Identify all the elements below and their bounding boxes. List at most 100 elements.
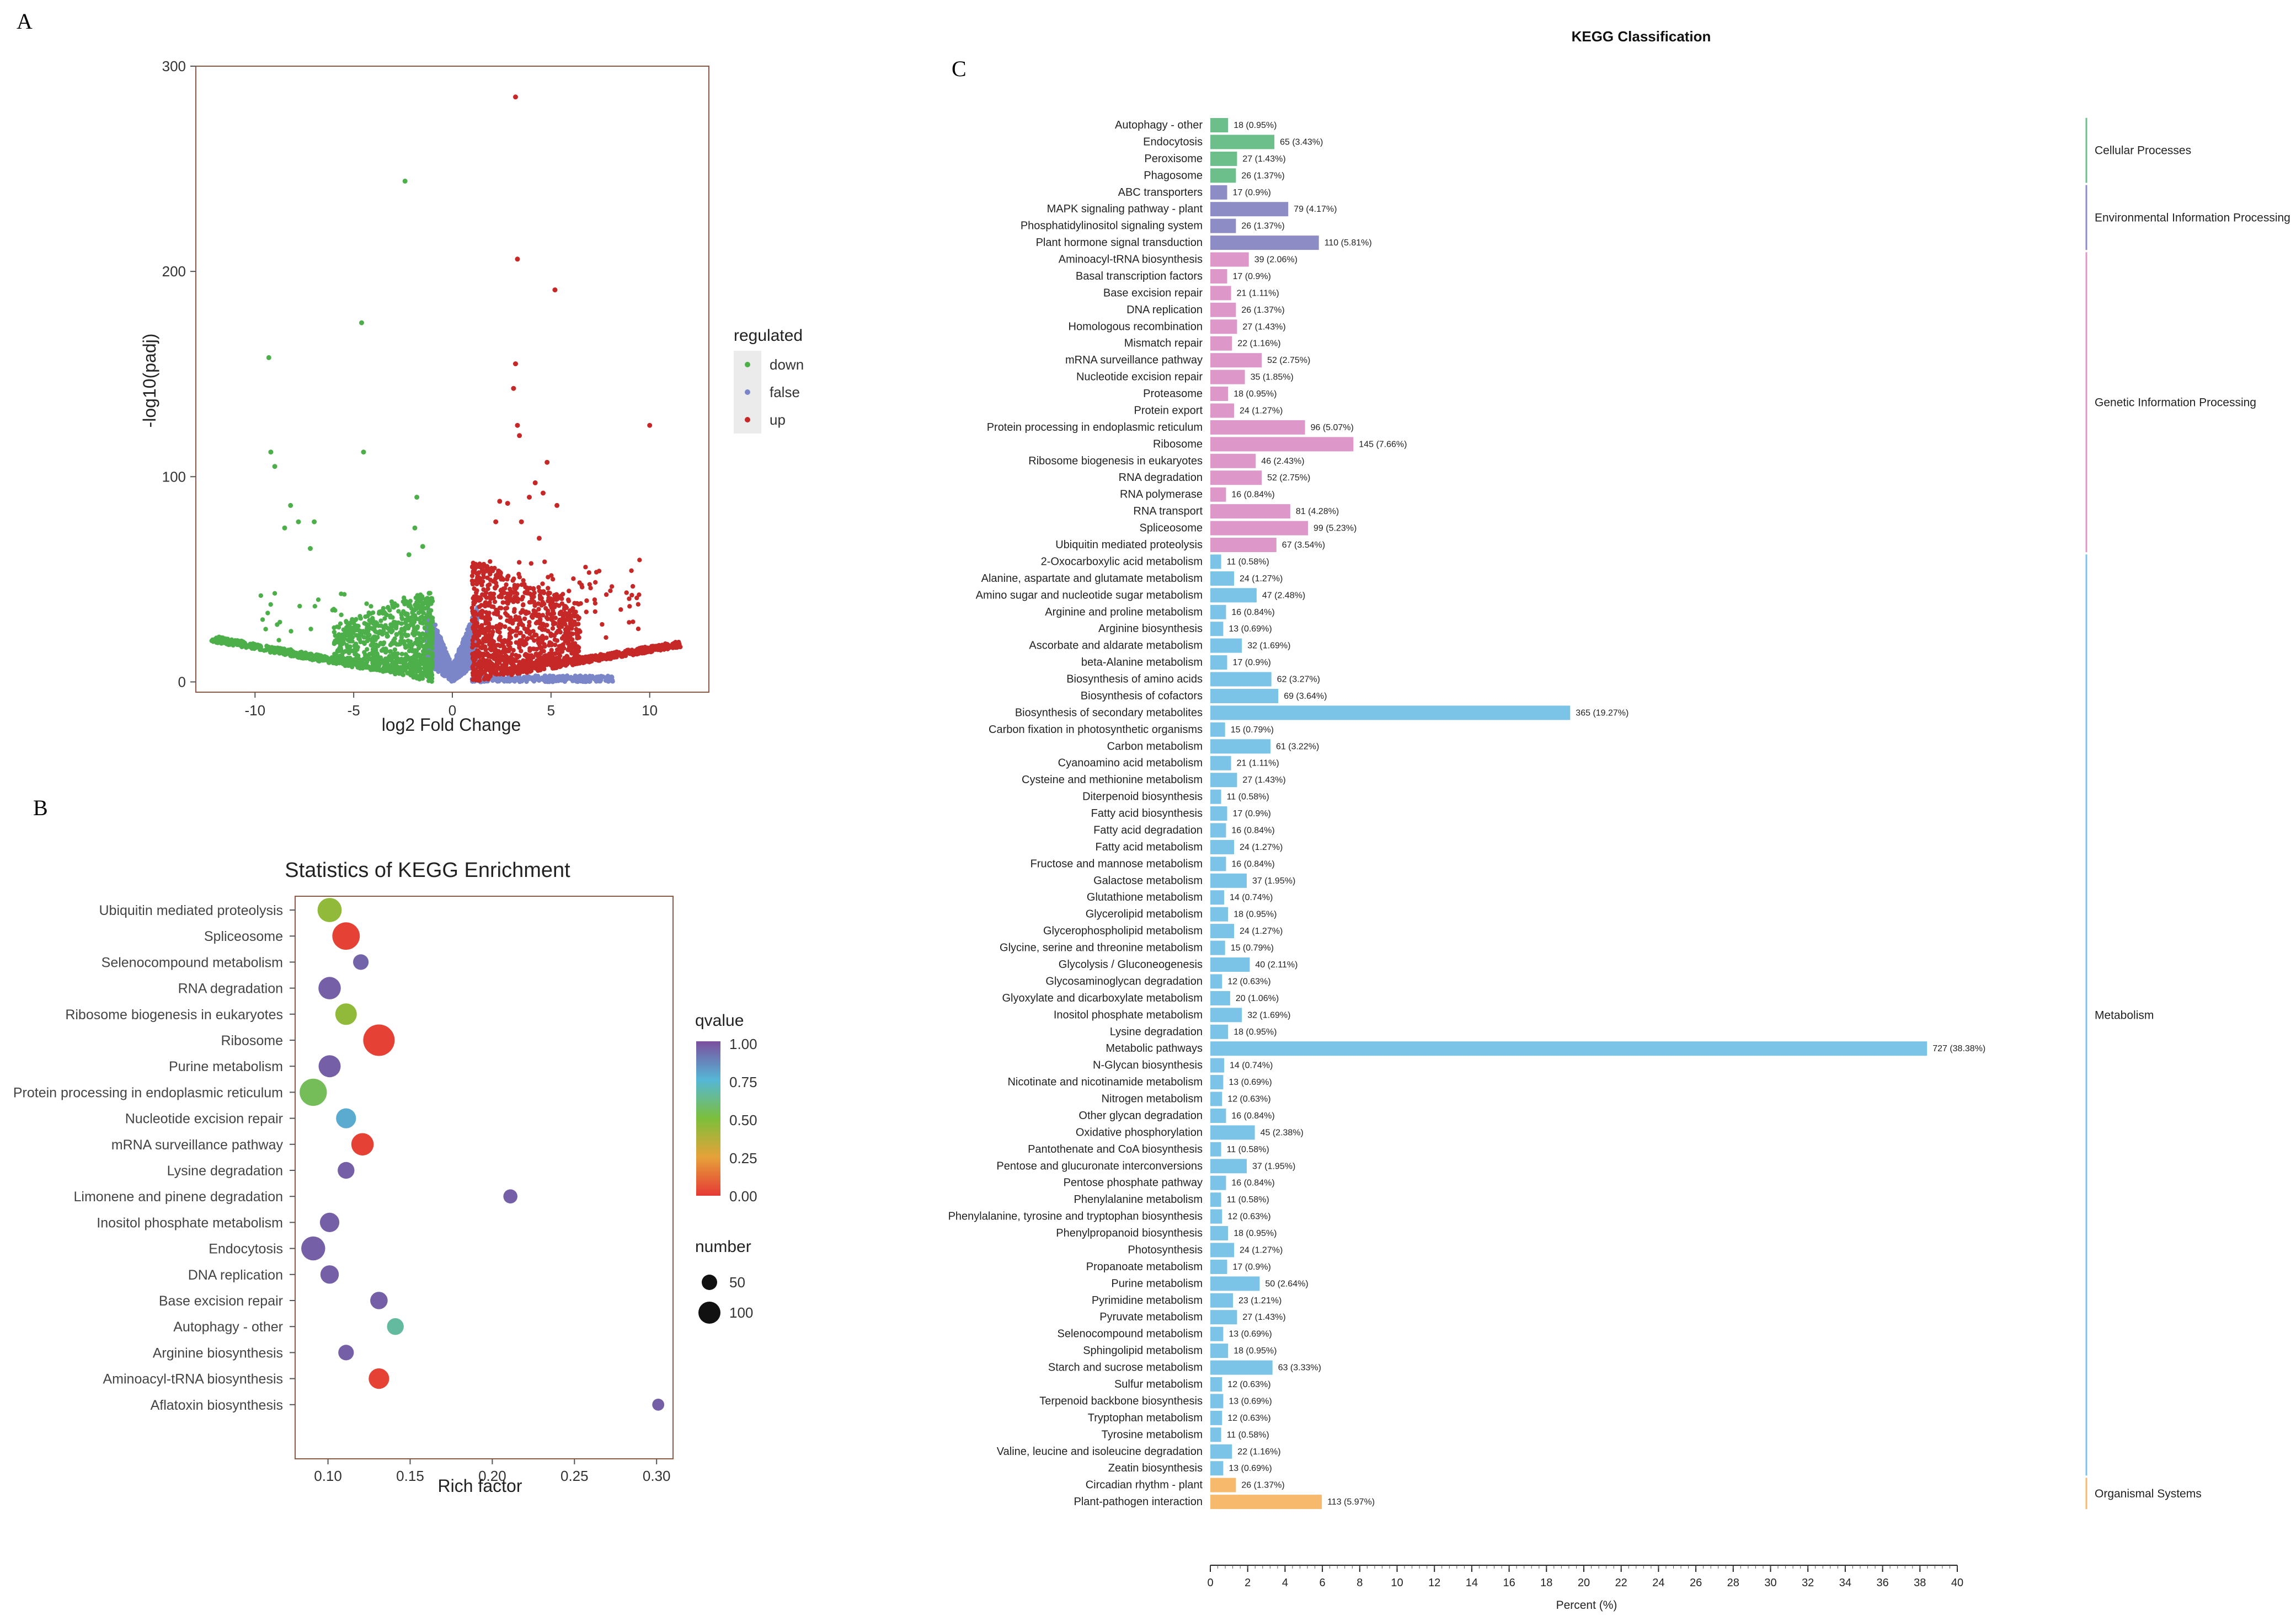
classification-bar <box>1210 437 1354 452</box>
volcano-point-up <box>492 565 497 571</box>
volcano-point-up <box>521 667 527 672</box>
classification-category-label: Phosphatidylinositol signaling system <box>1021 220 1203 232</box>
volcano-point-up <box>548 600 553 605</box>
volcano-point-up <box>551 633 556 638</box>
volcano-point-down <box>390 628 395 633</box>
volcano-point-up <box>532 646 537 651</box>
volcano-point-false <box>447 659 452 664</box>
volcano-point-up <box>594 570 599 575</box>
volcano-point-up <box>532 590 537 596</box>
volcano-point-up <box>579 582 584 587</box>
classification-bar <box>1210 689 1279 703</box>
volcano-point-false <box>597 678 602 684</box>
volcano-point-down <box>257 645 263 650</box>
volcano-x-label: log2 Fold Change <box>382 715 521 735</box>
volcano-point-up <box>512 595 517 600</box>
volcano-point-up <box>572 614 577 619</box>
volcano-point-down <box>366 610 371 616</box>
volcano-point-up <box>489 632 495 637</box>
classification-x-label: Percent (%) <box>1556 1599 1617 1612</box>
volcano-point-down <box>413 595 418 601</box>
classification-bar-value: 40 (2.11%) <box>1255 960 1297 970</box>
classification-bar-value: 17 (0.9%) <box>1233 1262 1271 1272</box>
classification-bar-value: 24 (1.27%) <box>1240 1245 1283 1255</box>
classification-bar <box>1210 1024 1229 1039</box>
volcano-point-down <box>394 632 399 637</box>
enrichment-bubble <box>320 1265 339 1284</box>
volcano-y-tick-label: 0 <box>178 673 186 690</box>
volcano-point-up <box>488 559 493 564</box>
volcano-point-up <box>494 651 499 656</box>
volcano-point-up <box>558 610 563 616</box>
classification-bar-value: 17 (0.9%) <box>1233 658 1271 667</box>
volcano-point-up <box>549 641 554 646</box>
classification-bar-value: 14 (0.74%) <box>1230 893 1273 902</box>
volcano-point-up <box>483 662 489 668</box>
volcano-point-up <box>509 657 514 662</box>
classification-bar-value: 16 (0.84%) <box>1231 608 1274 617</box>
volcano-point-up <box>584 609 589 614</box>
volcano-point-up <box>663 641 668 646</box>
classification-category-label: Starch and sucrose metabolism <box>1048 1362 1203 1374</box>
volcano-point-up <box>469 573 475 579</box>
volcano-point-up <box>559 601 565 606</box>
volcano-point-up <box>566 597 571 602</box>
classification-bar <box>1210 705 1571 720</box>
classification-bar <box>1210 236 1319 250</box>
volcano-point-up <box>570 623 575 628</box>
volcano-point-down <box>373 637 378 643</box>
classification-category-label: Other glycan degradation <box>1078 1110 1203 1122</box>
classification-bar <box>1210 1495 1322 1510</box>
volcano-point-false <box>557 675 562 680</box>
classification-bar <box>1210 252 1249 267</box>
classification-bar-value: 37 (1.95%) <box>1252 1162 1295 1171</box>
volcano-point-up <box>477 668 483 674</box>
volcano-point-up <box>501 586 506 591</box>
classification-bar <box>1210 1427 1221 1442</box>
volcano-point-up <box>484 673 489 678</box>
classification-bar <box>1210 823 1226 838</box>
classification-category-label: Phenylpropanoid biosynthesis <box>1056 1227 1203 1239</box>
classification-bar <box>1210 403 1234 418</box>
enrichment-pathway-label: DNA replication <box>188 1267 283 1283</box>
volcano-point-up <box>528 561 533 566</box>
volcano-point-down <box>364 661 369 666</box>
volcano-point-up <box>470 677 475 682</box>
volcano-point-down <box>387 608 392 613</box>
volcano-point-up <box>506 598 512 603</box>
volcano-point-up <box>636 602 641 607</box>
volcano-point-down <box>364 601 369 606</box>
classification-bar <box>1210 470 1262 485</box>
classification-bar-value: 17 (0.9%) <box>1233 188 1271 197</box>
volcano-point-false <box>434 655 439 660</box>
volcano-point-down <box>233 640 238 645</box>
classification-category-label: Metabolic pathways <box>1106 1042 1203 1055</box>
volcano-point-down <box>392 663 397 668</box>
classification-category-label: Ascorbate and aldarate metabolism <box>1029 640 1203 652</box>
volcano-point-up <box>542 559 547 564</box>
volcano-point-false <box>466 639 472 644</box>
volcano-point-up <box>533 663 538 669</box>
volcano-point-down <box>398 630 403 635</box>
volcano-point-up <box>636 627 641 632</box>
volcano-point-false <box>588 679 592 684</box>
classification-bar <box>1210 957 1250 972</box>
volcano-point-up <box>505 591 510 596</box>
volcano-point-up <box>517 618 523 623</box>
classification-category-label: Biosynthesis of cofactors <box>1081 690 1203 702</box>
classification-bar-value: 14 (0.74%) <box>1230 1061 1273 1071</box>
volcano-point-down <box>387 657 392 662</box>
volcano-point-up <box>552 637 557 643</box>
volcano-point-up <box>592 597 597 602</box>
volcano-point-down <box>337 645 343 650</box>
number-legend-key-100 <box>698 1302 720 1324</box>
volcano-point-down <box>266 355 271 360</box>
volcano-point-up <box>540 613 546 618</box>
panel-letter-c: C <box>952 56 967 81</box>
volcano-point-up <box>546 575 551 580</box>
volcano-point-up <box>512 607 517 612</box>
classification-bar-value: 63 (3.33%) <box>1278 1363 1321 1373</box>
classification-bar-value: 65 (3.43%) <box>1280 137 1323 147</box>
enrichment-bubble <box>300 1078 327 1106</box>
volcano-point-down <box>406 644 411 649</box>
